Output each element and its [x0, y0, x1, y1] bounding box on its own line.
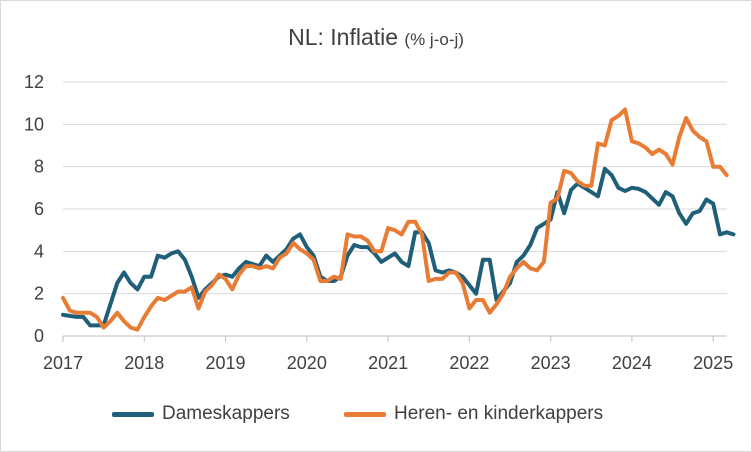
x-tick-label-2023: 2023	[531, 353, 571, 373]
x-tick-label-2021: 2021	[368, 353, 408, 373]
chart-title-unit: (% j-o-j)	[404, 30, 464, 49]
series-line-heren	[61, 107, 729, 332]
legend-item-heren: Heren- en kinderkappers	[344, 403, 603, 425]
series-line-dameskappers	[61, 166, 736, 328]
x-tick-label-2024: 2024	[612, 353, 652, 373]
legend-swatch-dameskappers	[112, 411, 154, 417]
legend-swatch-heren	[344, 411, 386, 417]
chart-title: NL: Inflatie (% j-o-j)	[0, 24, 752, 51]
legend: Dameskappers Heren- en kinderkappers	[0, 403, 752, 433]
x-tick-label-2018: 2018	[124, 353, 164, 373]
x-tick-label-2019: 2019	[206, 353, 246, 373]
legend-label-heren: Heren- en kinderkappers	[394, 403, 604, 424]
chart-title-main: NL: Inflatie	[288, 24, 399, 50]
y-tick-label-6: 6	[34, 199, 44, 219]
y-tick-label-2: 2	[34, 284, 44, 304]
y-tick-label-12: 12	[24, 72, 44, 92]
y-tick-label-4: 4	[34, 241, 44, 261]
x-tick-label-2020: 2020	[287, 353, 327, 373]
y-tick-label-10: 10	[24, 114, 44, 134]
legend-item-dameskappers: Dameskappers	[112, 403, 290, 425]
y-tick-label-0: 0	[34, 326, 44, 346]
x-tick-label-2022: 2022	[449, 353, 489, 373]
y-tick-label-8: 8	[34, 157, 44, 177]
legend-label-dameskappers: Dameskappers	[162, 403, 290, 424]
x-tick-label-2017: 2017	[43, 353, 83, 373]
x-tick-label-2025: 2025	[693, 353, 733, 373]
